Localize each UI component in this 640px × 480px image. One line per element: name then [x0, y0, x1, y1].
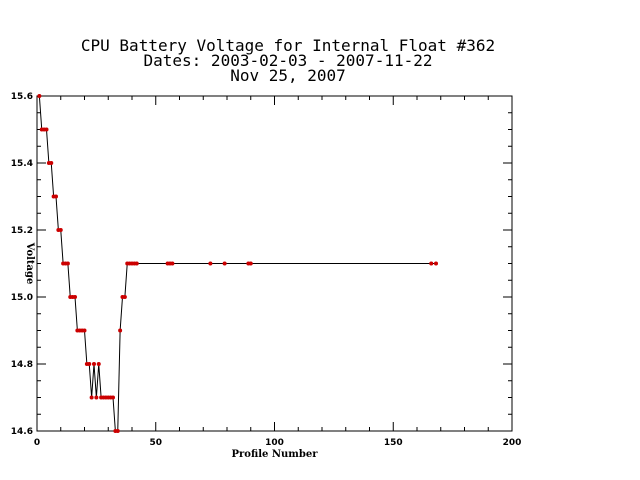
chart-title: CPU Battery Voltage for Internal Float #…	[81, 36, 495, 85]
data-point	[122, 295, 127, 299]
x-tick-label: 200	[503, 438, 522, 448]
series	[37, 94, 438, 433]
y-tick-label: 15.4	[11, 159, 33, 169]
data-point	[92, 362, 96, 366]
data-point	[82, 328, 87, 333]
data-point	[134, 261, 139, 266]
axis-ticks: 0 50 100 150 200 14.6 14.8 15.0 15.2 15.4 15.6	[11, 92, 522, 448]
y-tick-label: 14.8	[11, 360, 33, 370]
x-tick-label: 50	[149, 438, 162, 448]
data-point	[44, 127, 49, 132]
data-point	[118, 328, 123, 333]
data-point	[434, 261, 438, 266]
data-point	[248, 261, 253, 266]
data-point	[89, 395, 94, 400]
data-point	[96, 362, 101, 366]
x-tick-label: 100	[265, 438, 284, 448]
chart-title-line: Dates: 2003-02-03 - 2007-11-22	[144, 51, 433, 70]
y-tick-label: 14.6	[11, 427, 33, 437]
data-point	[94, 395, 99, 400]
y-axis-label: Voltage	[24, 242, 35, 285]
series-line	[38, 95, 436, 432]
data-point	[115, 429, 120, 433]
data-point	[208, 261, 213, 266]
data-point	[73, 295, 77, 299]
x-tick-label: 150	[384, 438, 403, 448]
y-tick-label: 15.0	[11, 293, 33, 303]
data-point	[37, 94, 42, 98]
y-tick-label: 15.2	[11, 226, 33, 236]
chart-title-line: CPU Battery Voltage for Internal Float #…	[81, 36, 495, 55]
data-point	[65, 261, 70, 266]
chart-title-line: Nov 25, 2007	[230, 66, 346, 85]
data-point	[170, 261, 175, 266]
data-point	[429, 261, 434, 266]
data-point	[87, 362, 92, 366]
x-tick-label: 0	[34, 438, 40, 448]
y-tick-label: 15.6	[11, 92, 33, 102]
data-point	[222, 261, 227, 266]
data-point	[111, 395, 115, 400]
data-point	[58, 228, 63, 232]
data-point	[54, 194, 58, 199]
data-point	[49, 161, 54, 165]
x-axis-label: Profile Number	[232, 449, 319, 460]
